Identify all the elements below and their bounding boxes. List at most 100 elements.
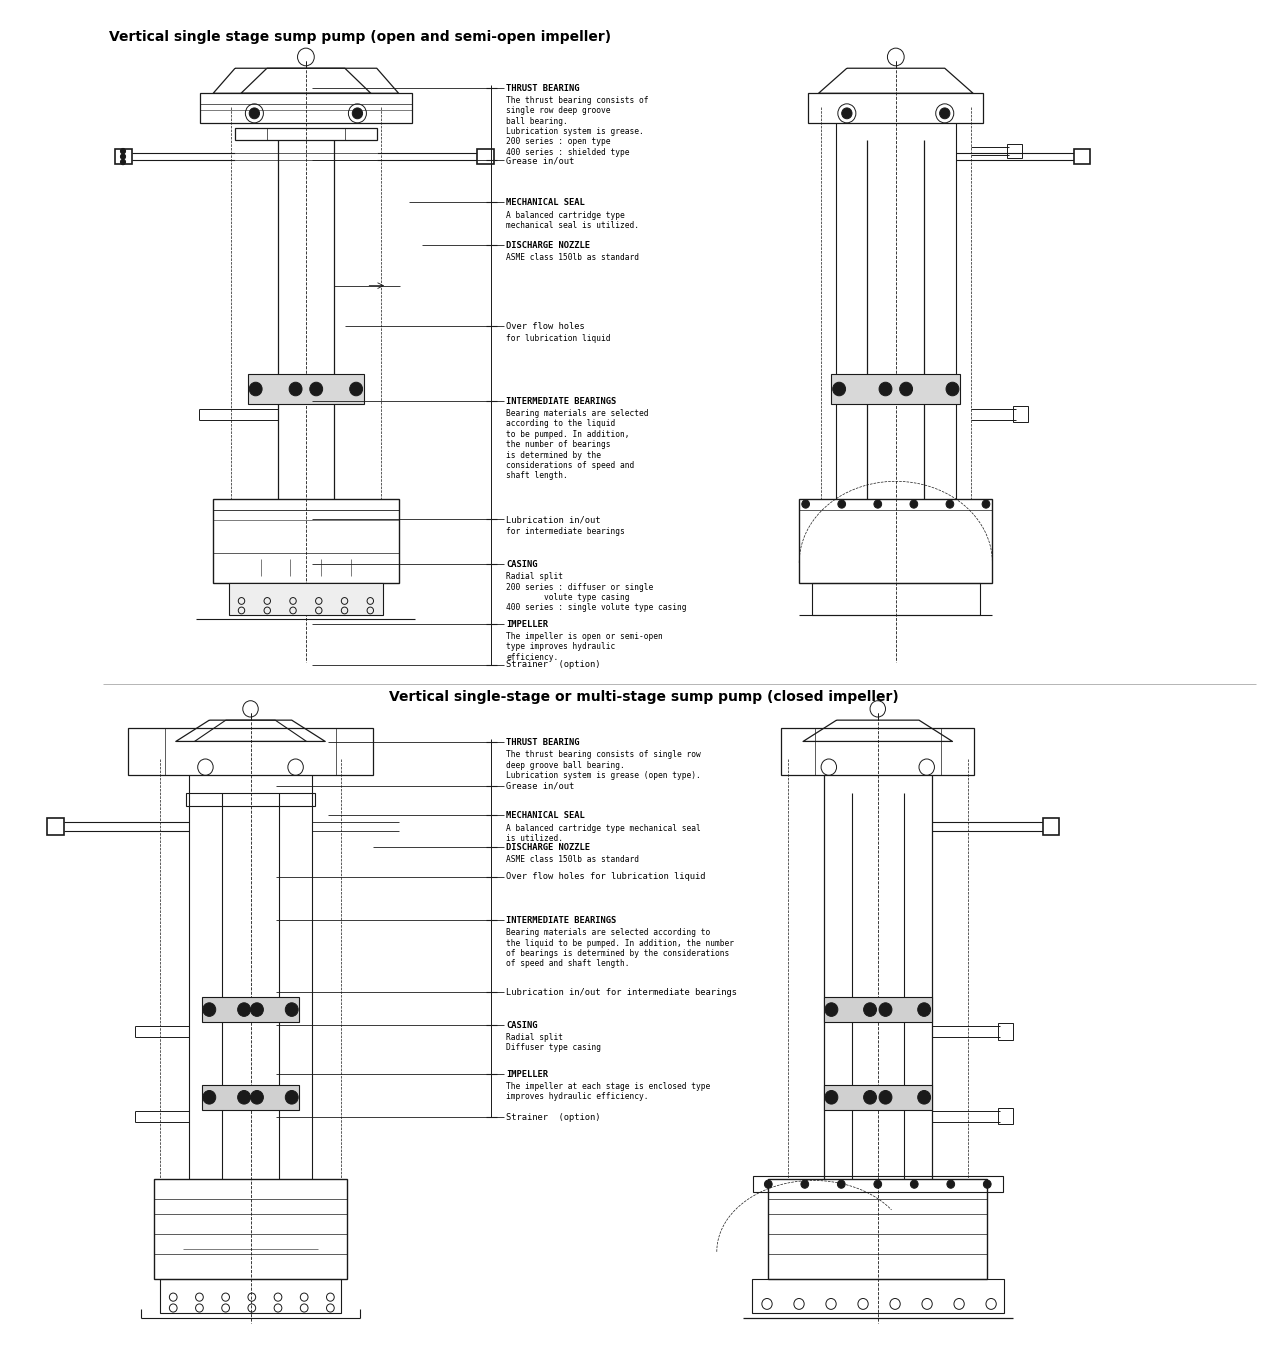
Bar: [998, 1023, 1014, 1040]
Circle shape: [286, 1090, 299, 1104]
Circle shape: [352, 107, 362, 118]
Circle shape: [250, 1003, 263, 1017]
Circle shape: [237, 1090, 250, 1104]
Bar: [811, 583, 980, 614]
Text: Radial split
Diffuser type casing: Radial split Diffuser type casing: [506, 1033, 601, 1052]
Text: for lubrication liquid: for lubrication liquid: [506, 334, 611, 344]
Text: The thrust bearing consists of
single row deep groove
ball bearing.
Lubrication : The thrust bearing consists of single ro…: [506, 95, 649, 156]
Circle shape: [873, 1180, 881, 1188]
Text: Lubrication in/out: Lubrication in/out: [506, 515, 600, 525]
Bar: [998, 1108, 1014, 1124]
Text: Vertical single-stage or multi-stage sump pump (closed impeller): Vertical single-stage or multi-stage sum…: [389, 690, 899, 704]
Text: INTERMEDIATE BEARINGS: INTERMEDIATE BEARINGS: [506, 916, 617, 925]
Bar: [201, 998, 299, 1022]
Text: IMPELLER: IMPELLER: [506, 620, 549, 629]
Circle shape: [764, 1180, 773, 1188]
Text: ASME class 150lb as standard: ASME class 150lb as standard: [506, 855, 639, 864]
Circle shape: [909, 500, 917, 508]
Circle shape: [249, 107, 259, 118]
Bar: [768, 1178, 987, 1279]
Bar: [824, 1084, 931, 1109]
Bar: [1042, 818, 1059, 836]
Circle shape: [983, 1180, 992, 1188]
Circle shape: [981, 500, 989, 508]
Bar: [213, 499, 398, 583]
Text: THRUST BEARING: THRUST BEARING: [506, 738, 580, 747]
Text: MECHANICAL SEAL: MECHANICAL SEAL: [506, 811, 585, 821]
Circle shape: [289, 382, 301, 395]
Circle shape: [939, 107, 951, 118]
Bar: [751, 1279, 1005, 1313]
Bar: [200, 94, 412, 122]
Text: IMPELLER: IMPELLER: [506, 1070, 549, 1079]
Bar: [781, 727, 974, 775]
Circle shape: [286, 1003, 299, 1017]
Circle shape: [237, 1003, 250, 1017]
Bar: [752, 1176, 1002, 1192]
Text: A balanced cartridge type mechanical seal
is utilized.: A balanced cartridge type mechanical sea…: [506, 824, 701, 843]
Circle shape: [120, 148, 125, 154]
Circle shape: [863, 1003, 876, 1017]
Bar: [160, 1279, 340, 1313]
Bar: [477, 148, 495, 164]
Text: Strainer  (option): Strainer (option): [506, 1113, 600, 1123]
Circle shape: [801, 1180, 809, 1188]
Text: Vertical single stage sump pump (open and semi-open impeller): Vertical single stage sump pump (open an…: [109, 30, 612, 43]
Circle shape: [911, 1180, 918, 1188]
Circle shape: [873, 500, 881, 508]
Text: DISCHARGE NOZZLE: DISCHARGE NOZZLE: [506, 843, 590, 852]
Text: Over flow holes: Over flow holes: [506, 322, 585, 332]
Circle shape: [947, 1180, 954, 1188]
Circle shape: [824, 1090, 837, 1104]
Circle shape: [801, 500, 810, 508]
Bar: [1007, 144, 1023, 158]
Bar: [155, 1178, 348, 1279]
Text: The impeller at each stage is enclosed type
improves hydraulic efficiency.: The impeller at each stage is enclosed t…: [506, 1082, 711, 1101]
Text: Grease in/out: Grease in/out: [506, 781, 574, 791]
Circle shape: [837, 500, 845, 508]
Text: MECHANICAL SEAL: MECHANICAL SEAL: [506, 198, 585, 208]
Circle shape: [878, 1003, 891, 1017]
Bar: [824, 998, 931, 1022]
Bar: [832, 374, 960, 404]
Text: DISCHARGE NOZZLE: DISCHARGE NOZZLE: [506, 241, 590, 250]
Circle shape: [120, 154, 125, 159]
Text: A balanced cartridge type
mechanical seal is utilized.: A balanced cartridge type mechanical sea…: [506, 211, 639, 230]
Text: for intermediate bearings: for intermediate bearings: [506, 527, 625, 537]
Text: Bearing materials are selected according to
the liquid to be pumped. In addition: Bearing materials are selected according…: [506, 928, 734, 969]
Bar: [808, 94, 983, 122]
Bar: [165, 727, 336, 775]
Circle shape: [309, 382, 322, 395]
Circle shape: [250, 1090, 263, 1104]
Circle shape: [824, 1003, 837, 1017]
Bar: [201, 1084, 299, 1109]
Circle shape: [878, 382, 891, 395]
Text: THRUST BEARING: THRUST BEARING: [506, 84, 580, 92]
Circle shape: [863, 1090, 876, 1104]
Bar: [247, 374, 363, 404]
Circle shape: [204, 1003, 215, 1017]
Circle shape: [945, 382, 958, 395]
Bar: [815, 727, 940, 775]
Bar: [799, 499, 993, 583]
Bar: [128, 727, 374, 775]
Text: Grease in/out: Grease in/out: [506, 156, 574, 166]
Circle shape: [204, 1090, 215, 1104]
Text: The impeller is open or semi-open
type improves hydraulic
efficiency.: The impeller is open or semi-open type i…: [506, 632, 663, 662]
Circle shape: [837, 1180, 845, 1188]
Bar: [185, 794, 316, 806]
Bar: [228, 583, 383, 614]
Bar: [48, 818, 63, 836]
Bar: [267, 128, 345, 140]
Bar: [1012, 406, 1028, 423]
Circle shape: [120, 159, 125, 164]
Text: ASME class 150lb as standard: ASME class 150lb as standard: [506, 253, 639, 262]
Text: CASING: CASING: [506, 560, 537, 569]
Bar: [116, 148, 131, 164]
Circle shape: [945, 500, 953, 508]
Text: Radial split
200 series : diffuser or single
        volute type casing
400 seri: Radial split 200 series : diffuser or si…: [506, 572, 687, 613]
Circle shape: [917, 1003, 930, 1017]
Text: CASING: CASING: [506, 1021, 537, 1030]
Circle shape: [832, 382, 845, 395]
Circle shape: [842, 107, 853, 118]
